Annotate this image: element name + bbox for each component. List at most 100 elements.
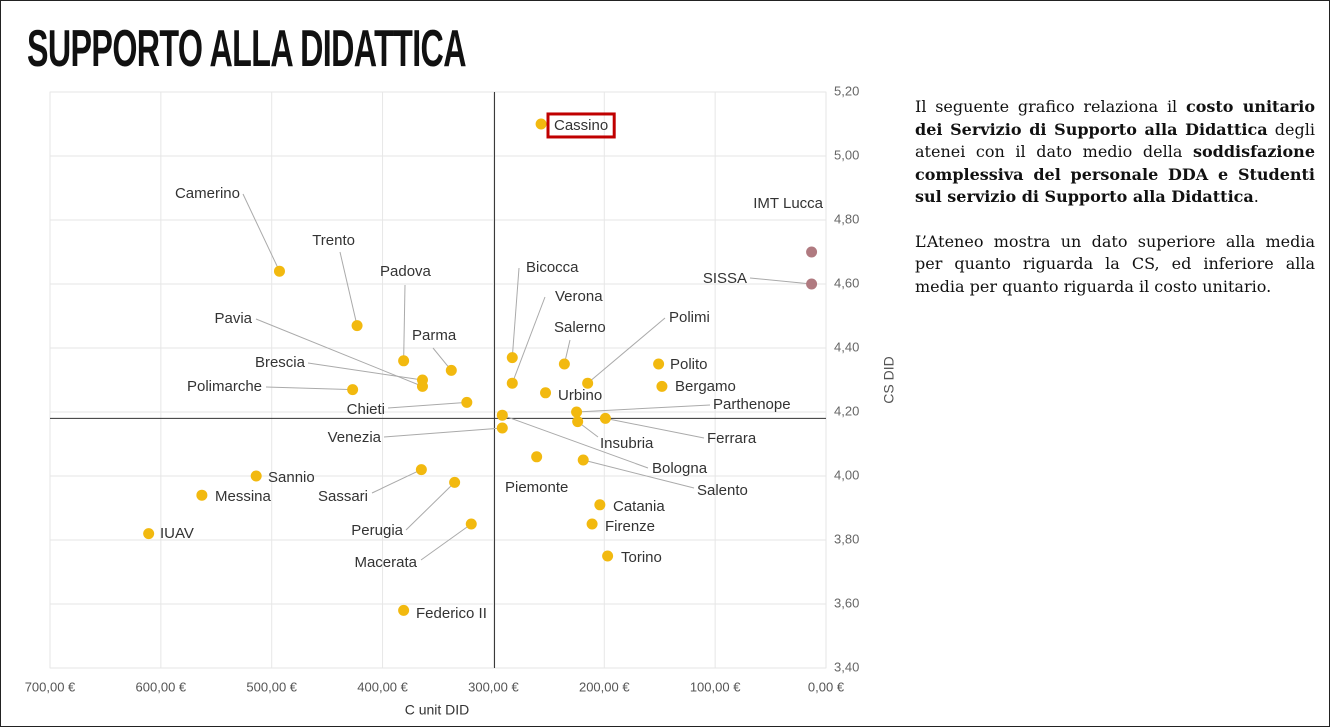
point-label: Cassino [554,117,608,134]
point [531,451,543,463]
point [416,374,428,386]
point [571,406,583,418]
y-tick-label: 5,00 [834,147,859,162]
point [656,380,668,392]
point-label: Insubria [600,435,654,452]
y-tick-label: 5,20 [834,83,859,98]
point-label: Bologna [652,460,708,477]
y-tick-label: 4,00 [834,467,859,482]
point [143,528,155,540]
point-label: Piemonte [505,479,568,496]
leader-line [605,417,705,439]
point-label: Pavia [214,310,252,327]
y-tick-label: 4,20 [834,403,859,418]
leader-line [387,401,467,409]
point [196,489,208,501]
point-label: Torino [621,549,662,566]
leader-line [403,284,406,361]
text: degli atenei con il dato medio della [915,119,1315,162]
y-axis-label: CS DID [881,356,897,403]
y-tick-label: 4,40 [834,339,859,354]
paragraph: L’Ateneo mostra un dato superiore alla m… [915,231,1315,299]
point [582,377,594,389]
point-label: Catania [613,498,665,515]
x-tick-label: 700,00 € [25,679,76,694]
point [398,604,410,616]
point [461,396,473,408]
point [806,246,818,258]
point-label: Bicocca [526,259,579,276]
point-label: Salerno [554,319,606,336]
point-label: Messina [215,488,272,505]
point-label: IMT Lucca [753,195,823,212]
point [558,358,570,370]
point [540,387,552,399]
y-tick-label: 3,80 [834,531,859,546]
point [398,355,410,367]
leader-line [511,267,520,358]
leader-line [307,362,423,381]
point [415,464,427,476]
x-tick-label: 0,00 € [808,679,845,694]
point [594,499,606,511]
point [250,470,262,482]
x-tick-label: 300,00 € [468,679,519,694]
point-label: Urbino [558,387,602,404]
point [347,384,359,396]
point-label: Venezia [328,429,382,446]
leader-line [265,386,353,391]
point-label: Macerata [354,554,417,571]
x-tick-label: 100,00 € [690,679,741,694]
bold-text: soddisfazione complessiva del personale … [915,142,1315,206]
text: L’Ateneo mostra un dato superiore alla m… [915,231,1315,296]
point-label: Parthenope [713,396,791,413]
point [273,265,285,277]
paragraph: Il seguente grafico relaziona il costo u… [915,96,1315,209]
point-label: Ferrara [707,430,757,447]
x-tick-label: 600,00 € [136,679,187,694]
leader-line [583,459,695,489]
leader-line [405,482,455,531]
x-tick-label: 400,00 € [357,679,408,694]
leader-line [371,469,422,494]
y-tick-label: 3,40 [834,659,859,674]
leader-line [339,251,358,326]
point-label: IUAV [160,525,194,542]
point-label: Sannio [268,469,315,486]
point-label: SISSA [703,270,747,287]
point-label: Padova [380,263,432,280]
slide-title: SUPPORTO ALLA DIDATTICA [27,20,467,78]
leader-line [420,523,472,561]
point-label: Firenze [605,518,655,535]
point [449,476,461,488]
point-label: Federico II [416,605,487,622]
point-label: Polimi [669,309,710,326]
leader-line [587,317,666,384]
y-tick-label: 3,60 [834,595,859,610]
point-label: Trento [312,232,355,249]
point [496,422,508,434]
point [351,320,363,332]
point-label: Chieti [347,401,385,418]
point [506,352,518,364]
point-label: Perugia [351,522,403,539]
point-label: Salento [697,482,748,499]
point-label: Brescia [255,354,306,371]
point-label: Parma [412,327,457,344]
point [653,358,665,370]
y-tick-label: 4,60 [834,275,859,290]
text: Il seguente grafico relaziona il [915,97,1186,116]
y-tick-label: 4,80 [834,211,859,226]
point [599,412,611,424]
point [445,364,457,376]
leader-line [502,414,649,469]
point [506,377,518,389]
description: Il seguente grafico relaziona il costo u… [915,96,1315,320]
leader-line [383,427,503,438]
point-label: Verona [555,288,603,305]
leader-line [576,404,711,413]
leader-line [749,277,812,285]
bold-text: costo unitario dei Servizio di Supporto … [915,97,1315,139]
point-label: Polito [670,356,708,373]
